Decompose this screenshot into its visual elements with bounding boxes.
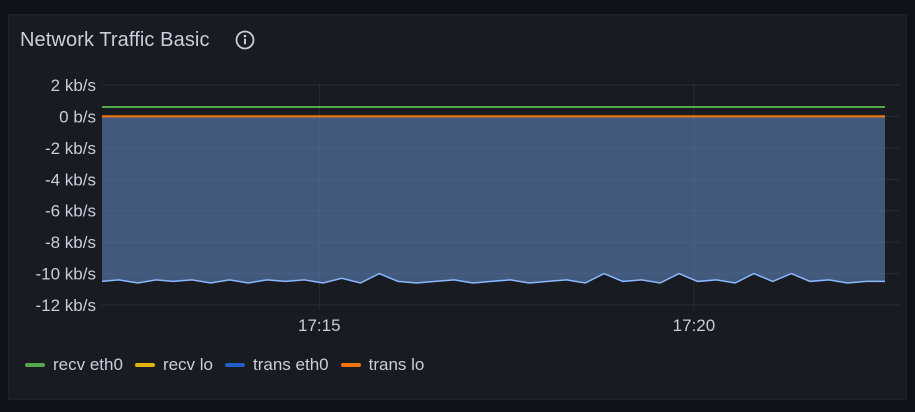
legend-label: recv eth0 (53, 355, 123, 374)
x-axis-tick-label: 17:20 (673, 316, 716, 335)
legend-item[interactable]: recv lo (134, 355, 214, 375)
legend-label: trans lo (368, 355, 425, 374)
y-axis-tick-label: -10 kb/s (36, 265, 96, 284)
legend-swatch (225, 363, 246, 367)
y-axis-tick-label: -6 kb/s (45, 202, 96, 221)
network-traffic-panel: Network Traffic Basic 2 kb/s 0 b/s -2 kb/s… (8, 14, 907, 400)
series-line-trans-eth0[interactable] (101, 272, 885, 284)
info-circle-icon[interactable] (234, 29, 256, 51)
y-axis-tick-label: 0 b/s (59, 107, 96, 126)
y-axis-tick-label: -12 kb/s (36, 296, 96, 315)
x-axis-tick-label: 17:15 (298, 316, 341, 335)
y-axis-tick-label: -2 kb/s (45, 139, 96, 158)
chart-legend: recv eth0 recv lo trans eth0 trans lo (25, 355, 424, 375)
legend-swatch (340, 363, 361, 367)
y-axis-tick-label: 2 kb/s (51, 76, 96, 95)
legend-label: recv lo (162, 355, 214, 374)
y-axis-tick-label: -4 kb/s (45, 170, 96, 189)
legend-swatch (25, 363, 45, 367)
series-area-trans-eth0 (102, 116, 885, 283)
legend-label: trans eth0 (253, 355, 329, 374)
panel-title: Network Traffic Basic (20, 28, 210, 51)
time-series-chart[interactable]: 2 kb/s 0 b/s -2 kb/s -4 kb/s -6 kb/s -8 kb/s -… (9, 15, 908, 345)
y-axis-tick-label: -8 kb/s (45, 233, 96, 252)
legend-item[interactable]: recv eth0 (25, 355, 123, 375)
panel-header: Network Traffic Basic (20, 25, 256, 55)
legend-swatch (134, 363, 155, 367)
legend-item[interactable]: trans eth0 (225, 355, 329, 375)
legend-item[interactable]: trans lo (340, 355, 425, 375)
